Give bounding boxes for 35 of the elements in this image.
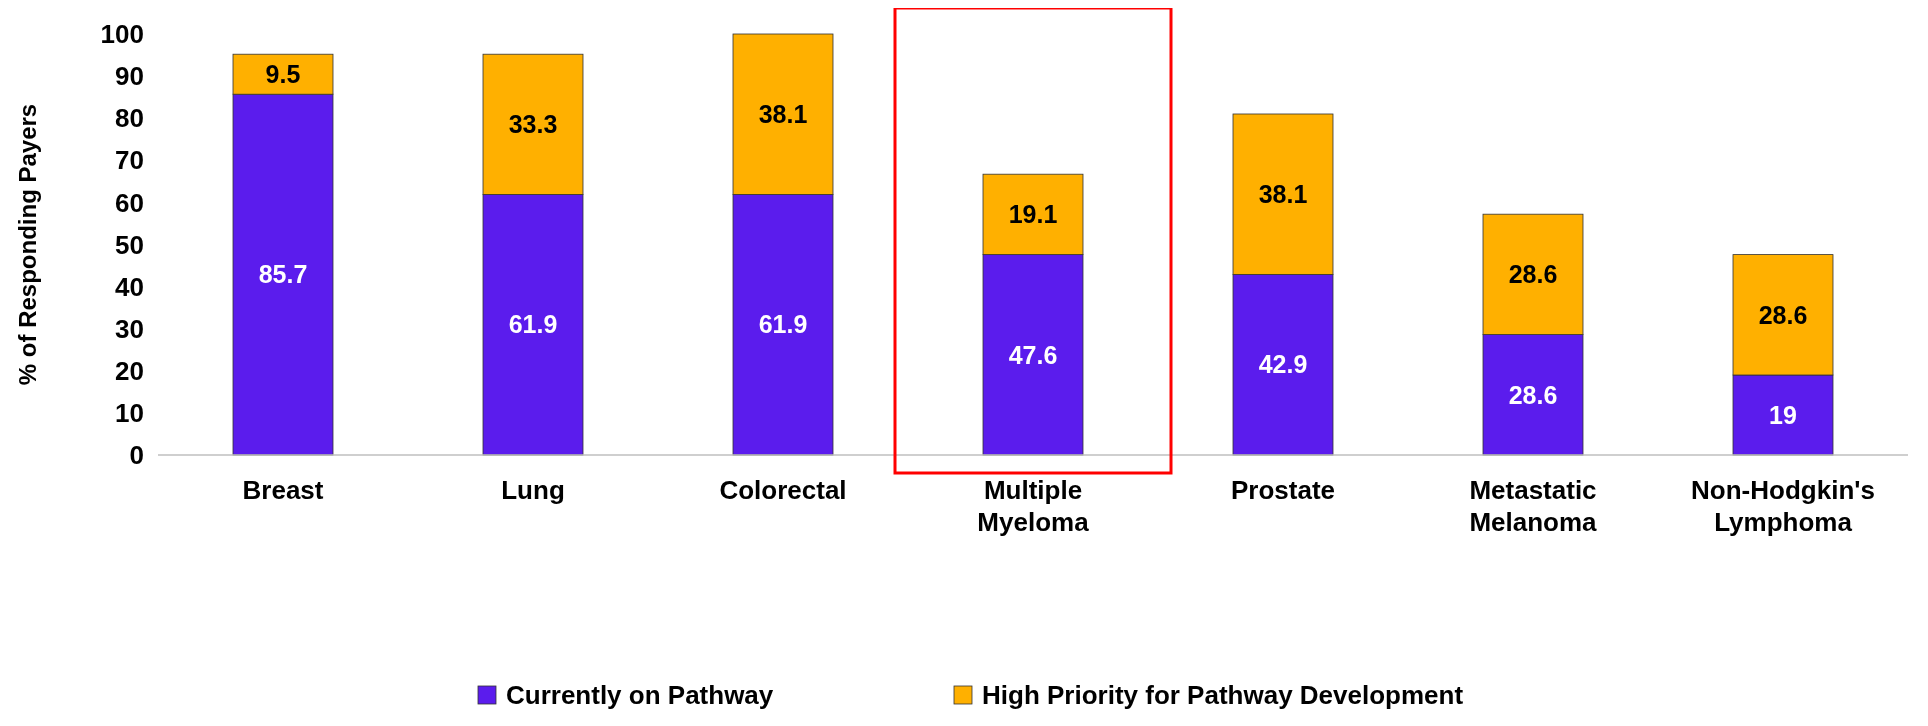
data-label: 47.6 bbox=[1008, 340, 1058, 369]
data-label: 28.6 bbox=[1508, 380, 1558, 409]
y-tick-label: 30 bbox=[115, 313, 144, 344]
x-tick-label: Metastatic Melanoma bbox=[1469, 475, 1598, 537]
data-label: 28.6 bbox=[1508, 260, 1558, 289]
data-label: 19.1 bbox=[1008, 200, 1058, 229]
y-tick-label: 0 bbox=[129, 440, 144, 471]
data-label: 85.7 bbox=[258, 260, 308, 289]
y-tick-label: 10 bbox=[115, 398, 144, 428]
y-tick-label: 40 bbox=[115, 271, 144, 302]
y-tick-label: 60 bbox=[115, 187, 144, 218]
data-label: 42.9 bbox=[1258, 350, 1308, 379]
x-tick-label: Multiple Myeloma bbox=[977, 475, 1090, 537]
y-tick-label: 70 bbox=[115, 145, 144, 176]
data-label: 61.9 bbox=[758, 310, 808, 339]
data-label: 61.9 bbox=[508, 310, 558, 339]
x-tick-label: Breast bbox=[242, 475, 324, 505]
data-label: 33.3 bbox=[508, 110, 558, 139]
x-tick-label: Prostate bbox=[1230, 475, 1336, 505]
y-tick-label: 100 bbox=[100, 19, 144, 50]
legend-label: High Priority for Pathway Development bbox=[982, 680, 1464, 711]
data-label: 19 bbox=[1769, 400, 1797, 429]
x-tick-label: Colorectal bbox=[719, 475, 847, 505]
x-tick-label: Non-Hodgkin's Lymphoma bbox=[1691, 475, 1875, 537]
y-tick-label: 20 bbox=[115, 355, 144, 386]
data-label: 9.5 bbox=[265, 59, 301, 88]
y-tick-label: 90 bbox=[115, 61, 144, 92]
data-label: 28.6 bbox=[1758, 300, 1808, 329]
y-tick-label: 50 bbox=[115, 229, 144, 260]
y-axis-title: % of Responding Payers bbox=[14, 103, 41, 386]
data-label: 38.1 bbox=[758, 99, 808, 128]
legend-label: Currently on Pathway bbox=[506, 680, 774, 711]
data-label: 38.1 bbox=[1258, 179, 1308, 208]
y-tick-label: 80 bbox=[115, 103, 144, 134]
x-tick-label: Lung bbox=[501, 475, 565, 505]
